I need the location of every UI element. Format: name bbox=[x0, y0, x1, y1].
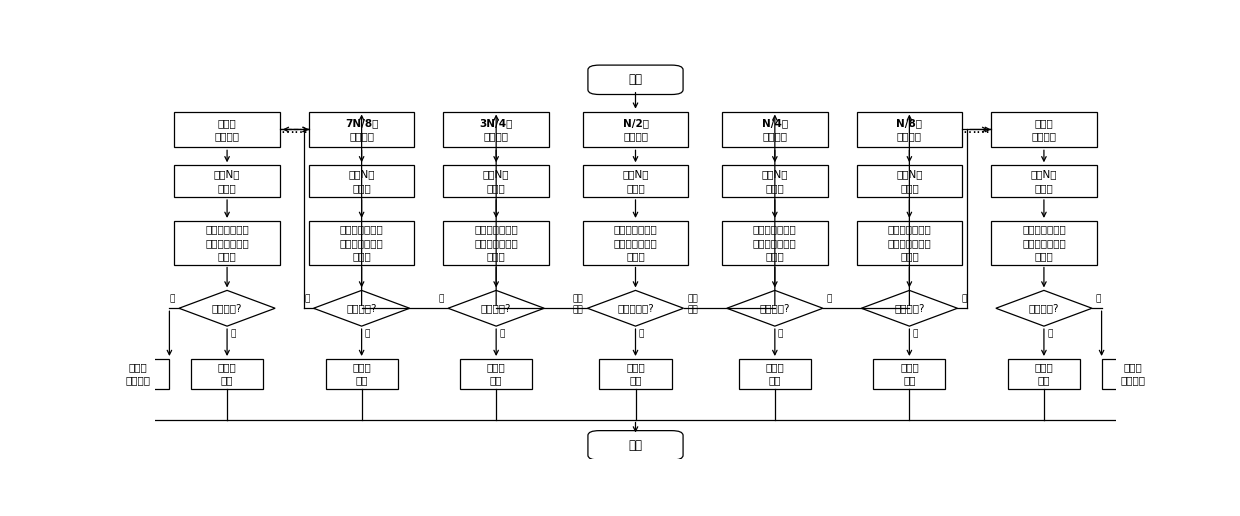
Text: 选当前
量程: 选当前 量程 bbox=[487, 362, 506, 385]
Bar bbox=[191, 359, 263, 389]
Bar bbox=[444, 221, 549, 265]
Text: 选当前
量程: 选当前 量程 bbox=[765, 362, 784, 385]
Text: 当前N点
测量值: 当前N点 测量值 bbox=[1030, 170, 1058, 192]
Text: 不可测
量，报警: 不可测 量，报警 bbox=[125, 362, 151, 385]
Bar bbox=[583, 165, 688, 197]
Text: ……: …… bbox=[280, 122, 309, 136]
Text: 是: 是 bbox=[777, 329, 784, 338]
Bar bbox=[1101, 359, 1164, 389]
Text: 最低档
量程测量: 最低档 量程测量 bbox=[1032, 118, 1056, 141]
Text: 否: 否 bbox=[1096, 295, 1101, 303]
Text: 否: 否 bbox=[827, 295, 832, 303]
Bar bbox=[739, 359, 811, 389]
Text: 不可测
量，报警: 不可测 量，报警 bbox=[1120, 362, 1146, 385]
Bar bbox=[991, 221, 1096, 265]
Text: 求取最大值、最
小值、均值、均
方根值: 求取最大值、最 小值、均值、均 方根值 bbox=[474, 224, 518, 261]
Bar bbox=[326, 359, 398, 389]
Text: 当前N点
测量值: 当前N点 测量值 bbox=[482, 170, 510, 192]
Text: 是: 是 bbox=[1047, 329, 1053, 338]
Polygon shape bbox=[179, 291, 275, 326]
Text: 否: 否 bbox=[170, 295, 175, 303]
Text: 阈值范围内?: 阈值范围内? bbox=[618, 303, 653, 313]
Text: 是: 是 bbox=[231, 329, 236, 338]
Polygon shape bbox=[996, 291, 1092, 326]
Bar bbox=[309, 221, 414, 265]
Text: N/4档
量程测量: N/4档 量程测量 bbox=[761, 118, 787, 141]
Text: 3N/4档
量程测量: 3N/4档 量程测量 bbox=[480, 118, 513, 141]
Text: 选当前
量程: 选当前 量程 bbox=[218, 362, 237, 385]
Text: 否: 否 bbox=[439, 295, 444, 303]
Polygon shape bbox=[727, 291, 823, 326]
Text: 结束: 结束 bbox=[629, 439, 642, 452]
Bar bbox=[309, 165, 414, 197]
Text: 7N/8档
量程测量: 7N/8档 量程测量 bbox=[345, 118, 378, 141]
Text: 满足要求?: 满足要求? bbox=[894, 303, 925, 313]
Text: 求取最大值、最
小值、均值、均
方根值: 求取最大值、最 小值、均值、均 方根值 bbox=[753, 224, 797, 261]
Text: 求取最大值、最
小值、均值、均
方根值: 求取最大值、最 小值、均值、均 方根值 bbox=[1022, 224, 1066, 261]
Bar bbox=[722, 111, 828, 148]
Bar bbox=[1008, 359, 1080, 389]
Text: 满足要求?: 满足要求? bbox=[212, 303, 242, 313]
Text: 当前N点
测量值: 当前N点 测量值 bbox=[213, 170, 241, 192]
Text: 开始: 开始 bbox=[629, 73, 642, 86]
Text: 是: 是 bbox=[365, 329, 370, 338]
Text: N/8档
量程测量: N/8档 量程测量 bbox=[897, 118, 923, 141]
Text: 当前N点
测量值: 当前N点 测量值 bbox=[622, 170, 649, 192]
Polygon shape bbox=[448, 291, 544, 326]
Bar bbox=[174, 111, 280, 148]
Text: 是: 是 bbox=[913, 329, 918, 338]
Text: 满足要求?: 满足要求? bbox=[346, 303, 377, 313]
Text: 求取最大值、最
小值、均值、均
方根值: 求取最大值、最 小值、均值、均 方根值 bbox=[340, 224, 383, 261]
Text: 求取最大值、最
小值、均值、均
方根值: 求取最大值、最 小值、均值、均 方根值 bbox=[205, 224, 249, 261]
FancyBboxPatch shape bbox=[588, 431, 683, 460]
Text: 当前N点
测量值: 当前N点 测量值 bbox=[761, 170, 789, 192]
Polygon shape bbox=[314, 291, 409, 326]
Text: 低于
阈值: 低于 阈值 bbox=[573, 295, 584, 314]
Bar bbox=[444, 111, 549, 148]
Text: 当前N点
测量值: 当前N点 测量值 bbox=[348, 170, 374, 192]
Bar bbox=[991, 111, 1096, 148]
Text: 最高档
量程测量: 最高档 量程测量 bbox=[215, 118, 239, 141]
Text: 求取最大值、最
小值、均值、均
方根值: 求取最大值、最 小值、均值、均 方根值 bbox=[614, 224, 657, 261]
Bar bbox=[583, 221, 688, 265]
Text: N/2档
量程测量: N/2档 量程测量 bbox=[622, 118, 649, 141]
Bar bbox=[857, 165, 962, 197]
Bar bbox=[857, 111, 962, 148]
Bar bbox=[991, 165, 1096, 197]
Text: 是: 是 bbox=[500, 329, 505, 338]
Text: 否: 否 bbox=[961, 295, 967, 303]
Text: 选当前
量程: 选当前 量程 bbox=[352, 362, 371, 385]
Text: 选当前
量程: 选当前 量程 bbox=[1034, 362, 1053, 385]
Text: 是: 是 bbox=[639, 329, 644, 338]
Text: 满足要求?: 满足要求? bbox=[760, 303, 790, 313]
Polygon shape bbox=[862, 291, 957, 326]
Text: 选当前
量程: 选当前 量程 bbox=[626, 362, 645, 385]
Bar bbox=[460, 359, 532, 389]
Bar bbox=[722, 165, 828, 197]
Bar bbox=[174, 165, 280, 197]
Bar bbox=[309, 111, 414, 148]
FancyBboxPatch shape bbox=[588, 65, 683, 94]
Text: 选当前
量程: 选当前 量程 bbox=[900, 362, 919, 385]
Bar bbox=[174, 221, 280, 265]
Text: 否: 否 bbox=[304, 295, 310, 303]
Bar bbox=[107, 359, 170, 389]
Text: 满足要求?: 满足要求? bbox=[1029, 303, 1059, 313]
Bar bbox=[873, 359, 945, 389]
Bar bbox=[583, 111, 688, 148]
Bar bbox=[857, 221, 962, 265]
Text: 满足要求?: 满足要求? bbox=[481, 303, 511, 313]
Text: ……: …… bbox=[962, 122, 991, 136]
Polygon shape bbox=[588, 291, 683, 326]
Text: 当前N点
测量值: 当前N点 测量值 bbox=[897, 170, 923, 192]
Text: 超过
阈值: 超过 阈值 bbox=[687, 295, 698, 314]
Bar bbox=[599, 359, 672, 389]
Bar bbox=[722, 221, 828, 265]
Bar bbox=[444, 165, 549, 197]
Text: 求取最大值、最
小值、均值、均
方根值: 求取最大值、最 小值、均值、均 方根值 bbox=[888, 224, 931, 261]
